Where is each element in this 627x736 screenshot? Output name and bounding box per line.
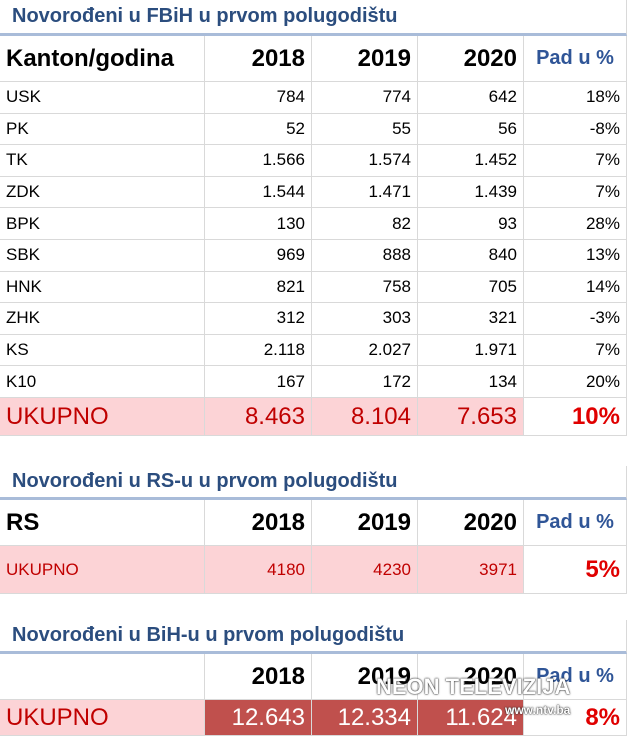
row-value: 1.452 [418, 145, 524, 177]
row-value: -8% [524, 113, 627, 146]
row-value: 20% [524, 366, 627, 398]
row-value: -3% [524, 303, 627, 335]
section-title: Novorođeni u RS-u u prvom polugodištu [0, 466, 524, 500]
blank-cell [0, 654, 205, 700]
total-value: 4180 [205, 546, 312, 594]
row-value: 82 [312, 208, 418, 240]
blank-cell [524, 620, 627, 654]
header-year: 2019 [312, 654, 418, 700]
total-change: 5% [524, 546, 627, 594]
row-value: 303 [312, 303, 418, 335]
row-value: 167 [205, 366, 312, 398]
row-value: 1.439 [418, 176, 524, 209]
row-label: SBK [0, 240, 205, 272]
row-value: 642 [418, 82, 524, 114]
row-label: ZHK [0, 303, 205, 335]
row-value: 14% [524, 271, 627, 304]
row-value: 321 [418, 303, 524, 335]
total-change: 10% [524, 398, 627, 436]
row-value: 1.574 [312, 145, 418, 177]
header-change: Pad u % [524, 500, 627, 546]
header-year: 2019 [312, 500, 418, 546]
row-value: 840 [418, 240, 524, 272]
row-value: 7% [524, 176, 627, 209]
header-year: 2020 [418, 36, 524, 82]
blank-cell [524, 0, 627, 36]
header-year: 2018 [205, 500, 312, 546]
header-year: 2018 [205, 654, 312, 700]
row-value: 888 [312, 240, 418, 272]
row-label: KS [0, 334, 205, 367]
row-value: 1.544 [205, 176, 312, 209]
row-value: 1.971 [418, 334, 524, 367]
row-label: HNK [0, 271, 205, 304]
row-value: 28% [524, 208, 627, 240]
row-value: 784 [205, 82, 312, 114]
total-value: 3971 [418, 546, 524, 594]
row-value: 134 [418, 366, 524, 398]
watermark-brand: NEON TELEVIZIJA [376, 674, 571, 699]
row-label: BPK [0, 208, 205, 240]
row-value: 2.118 [205, 334, 312, 367]
total-value: 4230 [312, 546, 418, 594]
row-value: 705 [418, 271, 524, 304]
total-value: 8.104 [312, 398, 418, 436]
total-label: UKUPNO [0, 398, 205, 436]
row-value: 2.027 [312, 334, 418, 367]
row-value: 969 [205, 240, 312, 272]
row-value: 93 [418, 208, 524, 240]
row-label: K10 [0, 366, 205, 398]
row-value: 130 [205, 208, 312, 240]
header-year: 2020 [418, 500, 524, 546]
section-title: Novorođeni u FBiH u prvom polugodištu [0, 0, 524, 36]
total-label: UKUPNO [0, 700, 205, 736]
row-value: 1.471 [312, 176, 418, 209]
row-value: 7% [524, 145, 627, 177]
row-label: TK [0, 145, 205, 177]
header-change: Pad u % [524, 36, 627, 82]
row-label: ZDK [0, 176, 205, 209]
row-value: 52 [205, 113, 312, 146]
row-value: 312 [205, 303, 312, 335]
row-value: 1.566 [205, 145, 312, 177]
row-label: PK [0, 113, 205, 146]
row-value: 821 [205, 271, 312, 304]
header-year: 2018 [205, 36, 312, 82]
row-value: 7% [524, 334, 627, 367]
row-value: 172 [312, 366, 418, 398]
total-value: 12.643 [205, 700, 312, 736]
total-label: UKUPNO [0, 546, 205, 594]
header-year: 2020 [418, 654, 524, 700]
total-value: 11.624 [418, 700, 524, 736]
header-label: RS [0, 500, 205, 546]
section-title: Novorođeni u BiH-u u prvom polugodištu [0, 620, 524, 654]
blank-cell [524, 466, 627, 500]
row-value: 774 [312, 82, 418, 114]
watermark-url: www.ntv.ba [505, 703, 571, 717]
row-value: 13% [524, 240, 627, 272]
total-value: 7.653 [418, 398, 524, 436]
row-label: USK [0, 82, 205, 114]
row-value: 55 [312, 113, 418, 146]
header-label: Kanton/godina [0, 36, 205, 82]
row-value: 758 [312, 271, 418, 304]
header-year: 2019 [312, 36, 418, 82]
total-value: 8.463 [205, 398, 312, 436]
total-value: 12.334 [312, 700, 418, 736]
row-value: 18% [524, 82, 627, 114]
row-value: 56 [418, 113, 524, 146]
